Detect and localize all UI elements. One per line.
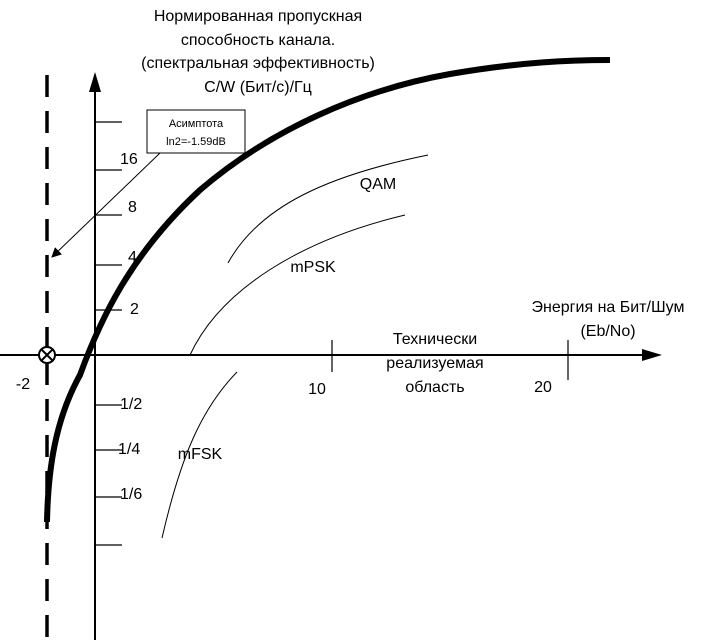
shannon-curve bbox=[44, 57, 611, 523]
mpsk-curve bbox=[189, 214, 406, 356]
x-label: -2 bbox=[16, 376, 30, 393]
note-arrow bbox=[51, 152, 161, 258]
curve-label: mFSK bbox=[178, 446, 223, 463]
region-label: реализуемая bbox=[386, 355, 483, 372]
curve-label: QAM bbox=[360, 176, 396, 193]
y-arrow bbox=[89, 72, 101, 92]
mfsk-curve bbox=[161, 371, 238, 539]
point-cross bbox=[40, 348, 54, 362]
region-label: область bbox=[405, 379, 464, 396]
x-ticks bbox=[331, 340, 569, 380]
y-axis-title: (спектральная эффективность) bbox=[141, 55, 375, 72]
y-label: 8 bbox=[128, 199, 137, 216]
note-text: Асимптота bbox=[169, 118, 224, 130]
x-label: 20 bbox=[534, 379, 552, 396]
x-axis-title: (Eb/No) bbox=[580, 323, 635, 340]
note-text: ln2=-1.59dB bbox=[166, 136, 226, 148]
qam-curve bbox=[227, 154, 429, 264]
y-label: 4 bbox=[128, 249, 137, 266]
y-label: 16 bbox=[120, 151, 138, 168]
y-axis-title: C/W (Бит/с)/Гц bbox=[204, 79, 312, 96]
x-axis-title: Энергия на Бит/Шум bbox=[532, 299, 685, 316]
y-label: 1/2 bbox=[120, 396, 142, 413]
y-axis-title: способность канала. bbox=[181, 32, 335, 49]
curve-label: mPSK bbox=[290, 259, 336, 276]
y-label: 1/6 bbox=[120, 486, 142, 503]
x-arrow bbox=[642, 349, 662, 361]
region-label: Технически bbox=[393, 331, 477, 348]
y-label: 1/4 bbox=[118, 441, 140, 458]
y-axis-title: Нормированная пропускная bbox=[154, 8, 362, 25]
note-box bbox=[146, 109, 246, 154]
y-ticks bbox=[95, 121, 122, 546]
x-label: 10 bbox=[308, 381, 326, 398]
y-label: 2 bbox=[130, 301, 139, 318]
